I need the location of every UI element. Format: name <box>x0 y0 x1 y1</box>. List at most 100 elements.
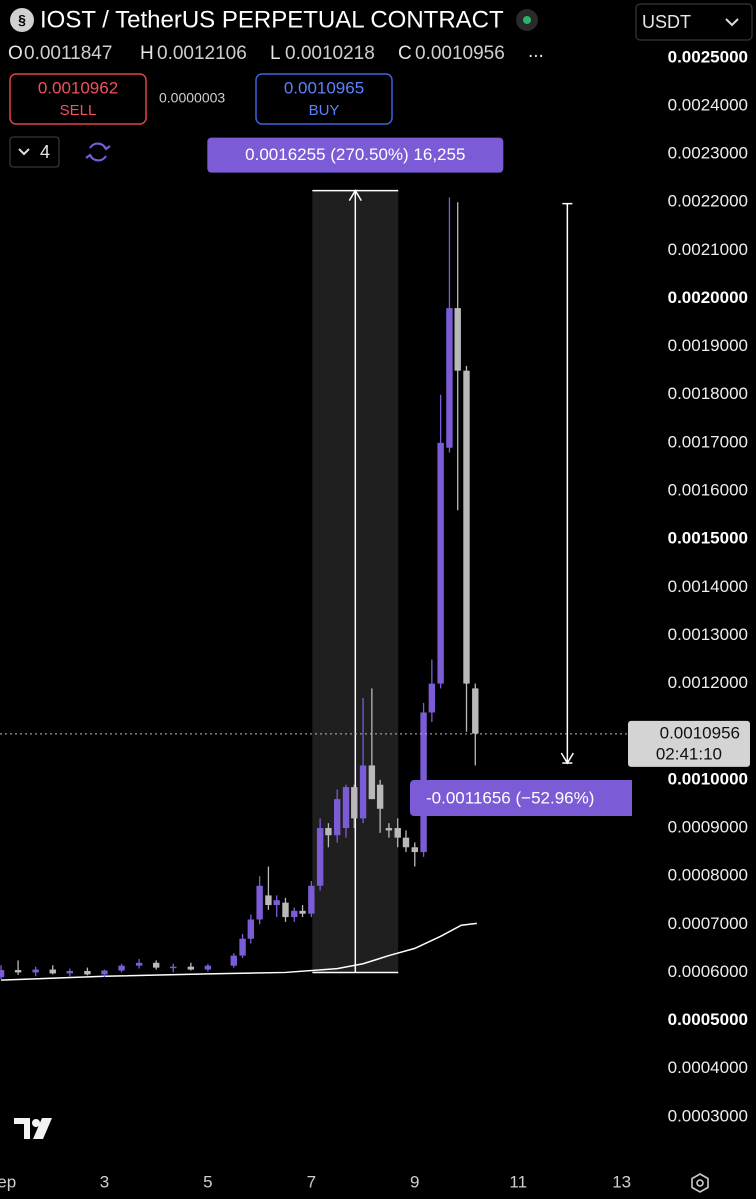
y-tick-label: 0.0025000 <box>668 47 748 66</box>
candle-body <box>101 970 108 975</box>
candle-body <box>402 837 410 848</box>
y-tick-label: 0.0018000 <box>668 384 748 403</box>
candle-body <box>446 308 453 448</box>
candle-body <box>118 965 125 971</box>
price-axis: 0.0025000 0.0024000 0.0023000 0.0022000 0.00… <box>628 47 750 1125</box>
candle-body <box>325 828 332 836</box>
measure-label-box <box>410 780 632 817</box>
x-tick-label: 5 <box>203 1172 212 1191</box>
tv-logo <box>32 1119 40 1127</box>
x-tick-label: 7 <box>307 1172 316 1191</box>
y-tick-label: 0.0007000 <box>668 914 748 933</box>
candle-body <box>152 962 160 968</box>
ohlc-value: 0.0012106 <box>157 43 247 64</box>
price-tag-countdown: 02:41:10 <box>656 744 722 763</box>
candle-body <box>394 828 401 838</box>
buy-label[interactable]: BUY <box>309 102 340 119</box>
candle-body <box>342 787 350 829</box>
status-dot <box>523 16 531 24</box>
candle-body <box>66 970 74 974</box>
buy-box[interactable] <box>255 73 393 125</box>
sell-label[interactable]: SELL <box>60 102 97 119</box>
y-tick-label: 0.0015000 <box>668 529 748 548</box>
candle-body <box>351 787 358 819</box>
candle-body <box>359 765 367 819</box>
indicator-count[interactable]: 4 <box>40 142 50 162</box>
candle-body <box>135 962 143 966</box>
coin-logo-glyph: § <box>18 12 26 28</box>
ohlc-key: C <box>398 43 412 64</box>
candle-body <box>256 885 263 920</box>
buy-button[interactable]: 0.0010965 BUY <box>255 73 393 125</box>
x-tick-label: 11 <box>509 1172 527 1191</box>
ohlc-key: O <box>8 43 23 64</box>
candle-body <box>247 919 255 939</box>
tv-logo <box>14 1118 52 1139</box>
symbol-title: IOST / TetherUS PERPETUAL CONTRACT <box>40 6 504 33</box>
y-tick-label: 0.0021000 <box>668 240 748 259</box>
sell-button[interactable]: 0.0010962 SELL <box>9 73 147 125</box>
candle-body <box>411 847 418 853</box>
more[interactable]: ... <box>528 41 544 62</box>
currency[interactable]: USDT <box>642 12 691 32</box>
y-tick-label: 0.0008000 <box>668 866 748 885</box>
candle-body <box>385 828 393 831</box>
y-tick-label: 0.0003000 <box>668 1106 748 1125</box>
indicator-box[interactable] <box>9 136 60 168</box>
candle-body <box>282 902 289 918</box>
currency-select[interactable]: USDT <box>635 3 753 41</box>
candle-body <box>299 910 306 914</box>
ohlc-key: H <box>140 43 154 64</box>
spread: 0.0000003 <box>159 90 225 106</box>
x-tick-label: Sep <box>0 1172 16 1191</box>
candle-body <box>463 370 470 684</box>
ohlc-value: 0.0011847 <box>24 43 112 64</box>
candle-body <box>49 969 56 974</box>
y-tick-label: 0.0005000 <box>668 1010 748 1029</box>
ohlc-value: 0.0010956 <box>415 43 505 64</box>
candle-body <box>291 910 298 918</box>
x-tick-label: 9 <box>410 1172 419 1191</box>
coin-logo <box>10 8 34 32</box>
y-tick-label: 0.0020000 <box>668 288 748 307</box>
candle-body <box>32 969 39 973</box>
ohlc-key: L <box>270 43 281 64</box>
buy-price[interactable]: 0.0010965 <box>284 78 364 97</box>
y-tick-label: 0.0013000 <box>668 625 748 644</box>
settings-icon[interactable] <box>696 1179 704 1187</box>
arrow-head <box>560 752 574 765</box>
arrow-head <box>348 189 362 202</box>
settings-icon[interactable] <box>691 1173 709 1193</box>
candle-body <box>376 784 384 809</box>
y-tick-label: 0.0024000 <box>668 95 748 114</box>
x-tick-label: 13 <box>612 1172 631 1191</box>
measure-label: -0.0011656 (−52.96%) <box>426 789 594 808</box>
candle-body <box>239 938 246 956</box>
chevron[interactable] <box>18 148 30 156</box>
candle-body <box>170 966 177 969</box>
y-tick-label: 0.0014000 <box>668 577 748 596</box>
candle-body <box>273 900 280 906</box>
currency-box[interactable] <box>635 3 753 41</box>
measure-label-box <box>207 137 504 173</box>
candle-body <box>368 765 376 800</box>
y-tick-label: 0.0012000 <box>668 673 748 692</box>
y-tick-label: 0.0009000 <box>668 818 748 837</box>
candle-body <box>428 683 436 713</box>
indicator-toggle[interactable]: 4 <box>9 136 60 168</box>
chevron[interactable] <box>725 18 739 27</box>
moving-average <box>1 922 477 981</box>
price-tag-value: 0.0010956 <box>660 723 740 742</box>
refresh-icon[interactable] <box>85 142 111 162</box>
plot: Sep 3 5 7 9 11 13 -0.0011656 (−52.96%) <box>0 189 632 1191</box>
sell-box[interactable] <box>9 73 147 125</box>
price-tag <box>628 720 750 767</box>
ohlc-value: 0.0010218 <box>285 43 375 64</box>
sell-price[interactable]: 0.0010962 <box>38 78 118 97</box>
y-tick-label: 0.0019000 <box>668 336 748 355</box>
candle-body <box>204 965 212 970</box>
candle-body <box>454 308 461 371</box>
y-tick-label: 0.0006000 <box>668 962 748 981</box>
